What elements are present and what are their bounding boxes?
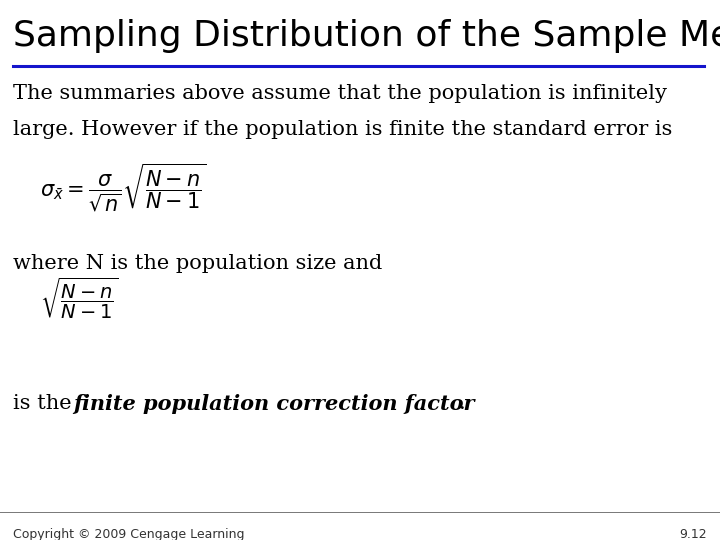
- Text: .: .: [459, 394, 465, 413]
- Text: 9.12: 9.12: [680, 528, 707, 540]
- Text: finite population correction factor: finite population correction factor: [73, 394, 474, 414]
- Text: $\sqrt{\dfrac{N-n}{N-1}}$: $\sqrt{\dfrac{N-n}{N-1}}$: [40, 275, 118, 321]
- Text: $\sigma_{\bar{x}} = \dfrac{\sigma}{\sqrt{n}} \sqrt{\dfrac{N-n}{N-1}}$: $\sigma_{\bar{x}} = \dfrac{\sigma}{\sqrt…: [40, 162, 207, 214]
- Text: is the: is the: [13, 394, 78, 413]
- Text: where N is the population size and: where N is the population size and: [13, 254, 382, 273]
- Text: Copyright © 2009 Cengage Learning: Copyright © 2009 Cengage Learning: [13, 528, 245, 540]
- Text: Sampling Distribution of the Sample Mean: Sampling Distribution of the Sample Mean: [13, 19, 720, 53]
- Text: large. However if the population is finite the standard error is: large. However if the population is fini…: [13, 120, 672, 139]
- Text: The summaries above assume that the population is infinitely: The summaries above assume that the popu…: [13, 84, 667, 103]
